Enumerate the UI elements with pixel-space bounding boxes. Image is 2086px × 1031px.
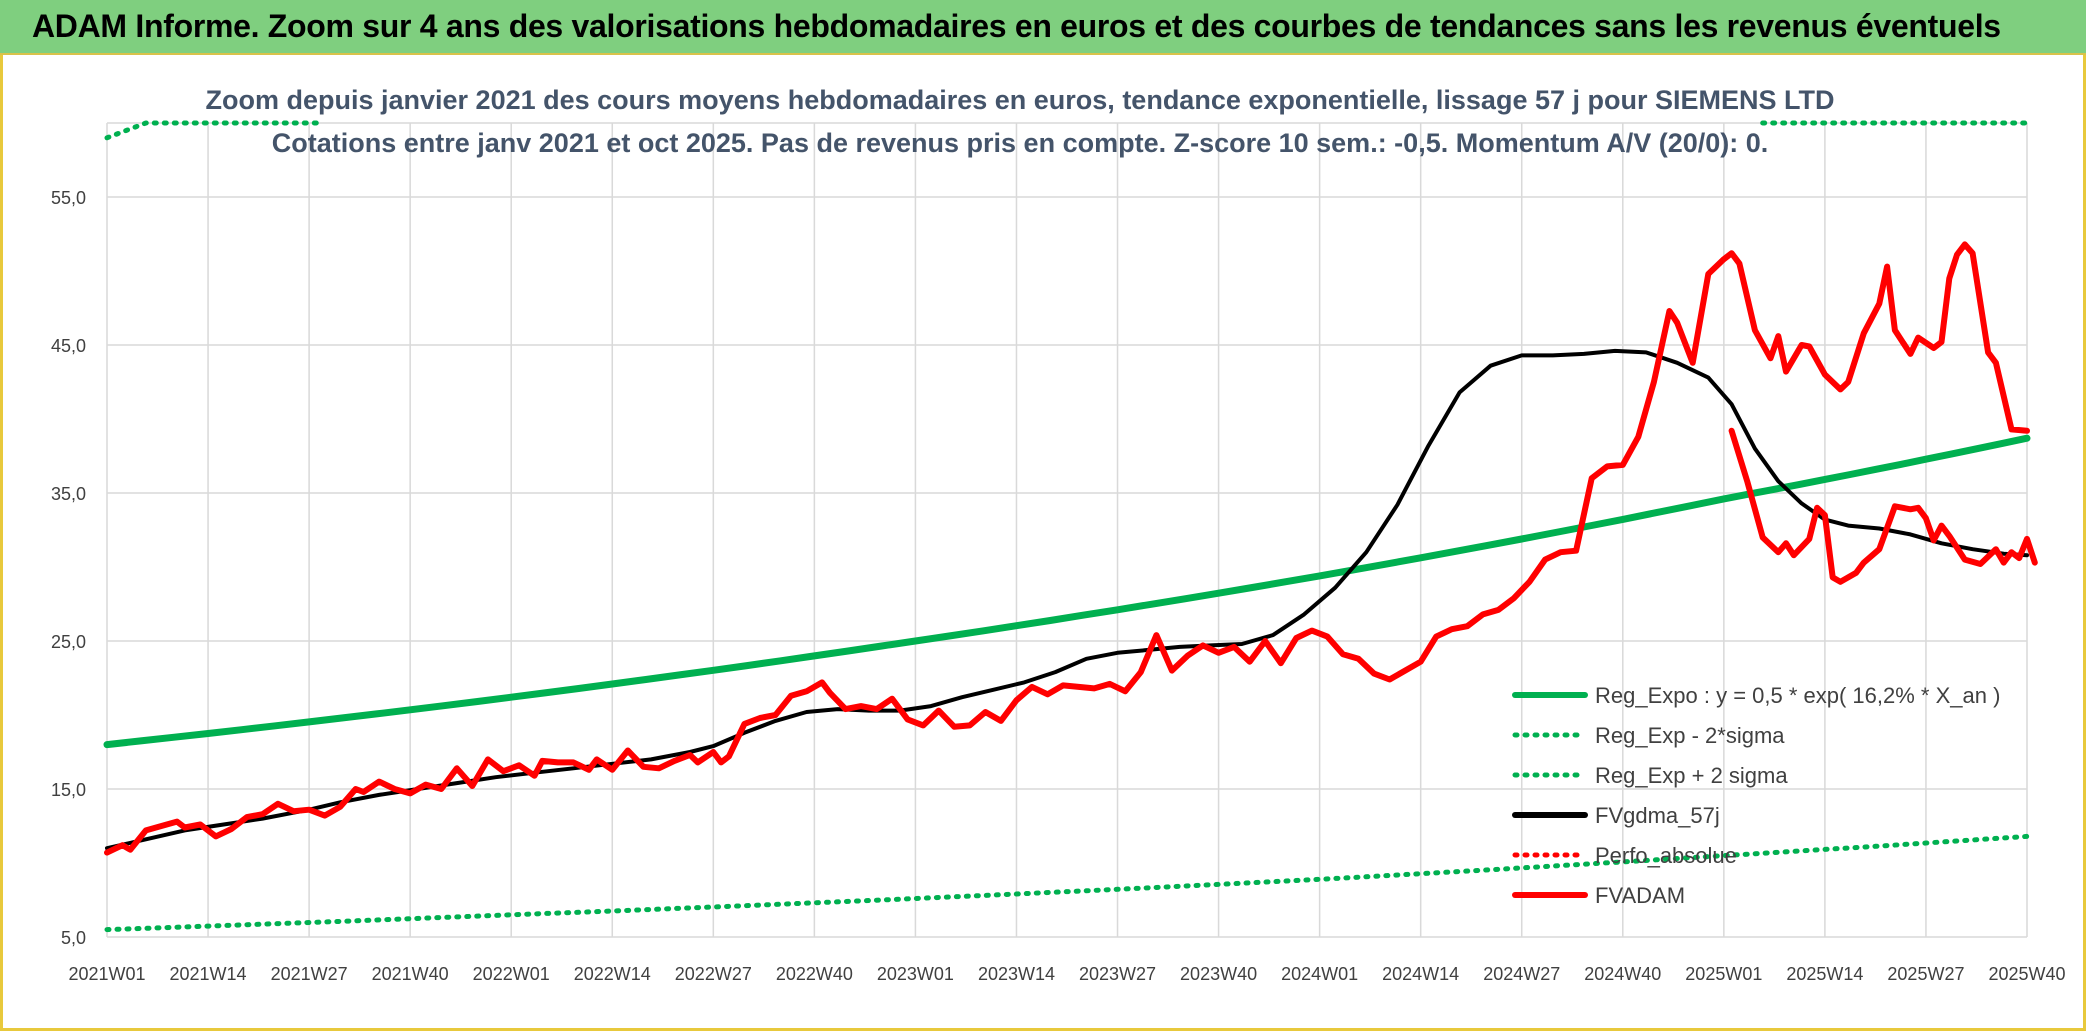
x-tick-label: 2021W14 <box>170 964 247 984</box>
x-tick-label: 2024W27 <box>1483 964 1560 984</box>
legend-label: Reg_Exp - 2*sigma <box>1595 723 1785 748</box>
y-tick-label: 25,0 <box>51 632 86 652</box>
x-tick-label: 2023W27 <box>1079 964 1156 984</box>
series-layer <box>103 120 2038 933</box>
x-tick-label: 2023W01 <box>877 964 954 984</box>
legend-label: Reg_Expo : y = 0,5 * exp( 16,2% * X_an ) <box>1595 683 2000 708</box>
y-axis-ticks: 5,0 15,0 25,0 35,0 45,0 55,0 <box>51 188 86 948</box>
x-tick-label: 2021W27 <box>271 964 348 984</box>
header-banner: ADAM Informe. Zoom sur 4 ans des valoris… <box>0 0 2086 55</box>
y-tick-label: 35,0 <box>51 484 86 504</box>
x-axis-ticks: 2021W01 2021W14 2021W27 2021W40 2022W01 2022W… <box>68 964 2065 984</box>
chart-title: Zoom depuis janvier 2021 des cours moyen… <box>206 85 1835 115</box>
y-tick-label: 15,0 <box>51 780 86 800</box>
x-tick-label: 2022W27 <box>675 964 752 984</box>
series-fvadam-line <box>104 241 2030 856</box>
series-reg-expo-line <box>103 434 2031 749</box>
x-tick-label: 2025W01 <box>1685 964 1762 984</box>
chart-subtitle: Cotations entre janv 2021 et oct 2025. P… <box>272 128 1769 158</box>
x-tick-label: 2025W14 <box>1786 964 1863 984</box>
series-reg-exp-2-sigma-line <box>104 833 2030 933</box>
y-tick-label: 45,0 <box>51 336 86 356</box>
legend-label: FVgdma_57j <box>1595 803 1720 828</box>
x-tick-label: 2023W40 <box>1180 964 1257 984</box>
x-tick-label: 2023W14 <box>978 964 1055 984</box>
x-tick-label: 2022W01 <box>473 964 550 984</box>
x-tick-label: 2025W27 <box>1887 964 1964 984</box>
y-tick-label: 5,0 <box>61 928 86 948</box>
x-tick-label: 2024W14 <box>1382 964 1459 984</box>
legend-label: FVADAM <box>1595 883 1685 908</box>
y-tick-label: 55,0 <box>51 188 86 208</box>
legend-label: Perfo_absolue <box>1595 843 1737 868</box>
x-tick-label: 2021W40 <box>372 964 449 984</box>
series-reg-exp-2-sigma-line <box>104 120 320 141</box>
x-tick-label: 2024W40 <box>1584 964 1661 984</box>
x-tick-label: 2024W01 <box>1281 964 1358 984</box>
legend: Reg_Expo : y = 0,5 * exp( 16,2% * X_an )… <box>1512 683 2000 908</box>
gridlines <box>106 122 2028 938</box>
x-tick-label: 2022W14 <box>574 964 651 984</box>
x-tick-label: 2021W01 <box>68 964 145 984</box>
series-fvadam-tail-line <box>1728 427 2038 585</box>
x-tick-label: 2025W40 <box>1988 964 2065 984</box>
legend-label: Reg_Exp + 2 sigma <box>1595 763 1788 788</box>
banner-title: ADAM Informe. Zoom sur 4 ans des valoris… <box>32 8 2001 44</box>
x-tick-label: 2022W40 <box>776 964 853 984</box>
